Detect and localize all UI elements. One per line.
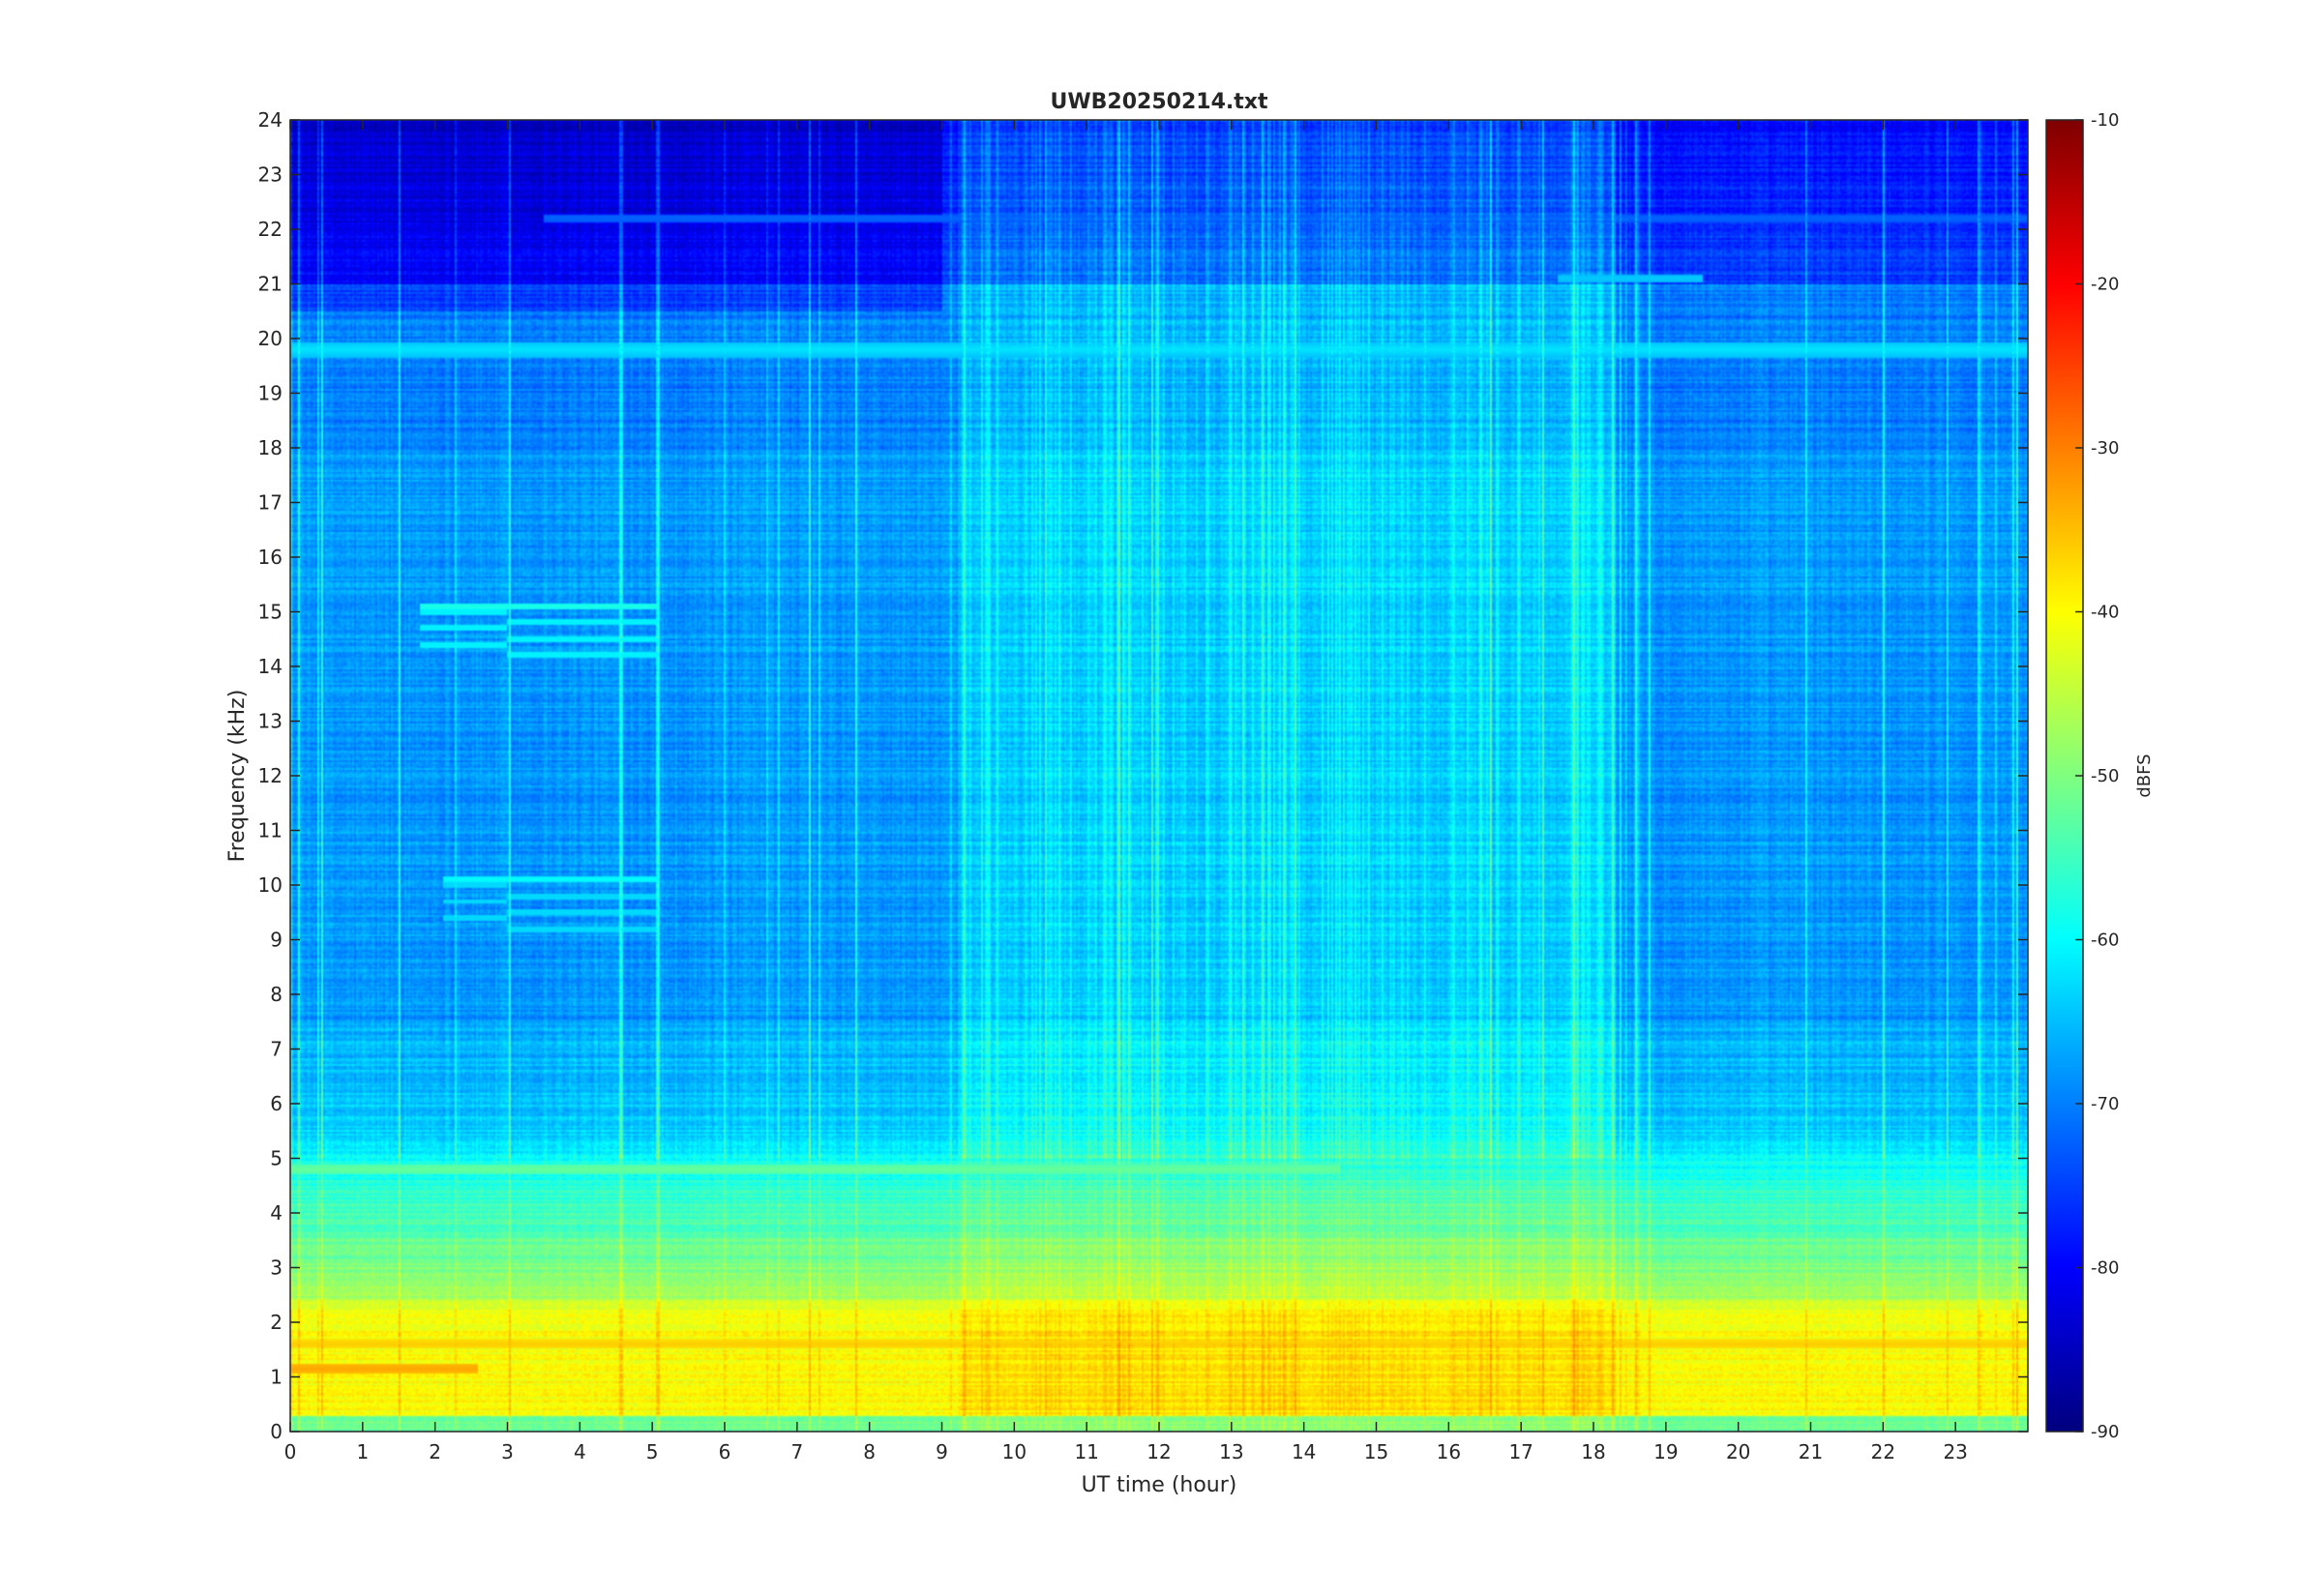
colorbar-tick-label: -70: [2091, 1094, 2119, 1114]
y-tick-label: 11: [258, 819, 283, 842]
y-tick-label: 10: [258, 873, 283, 897]
colorbar-tick-label: -90: [2091, 1422, 2119, 1442]
y-tick-label: 15: [258, 601, 283, 624]
y-tick-label: 22: [258, 218, 283, 241]
x-tick-label: 16: [1437, 1440, 1461, 1463]
x-axis-ticks: 0 1 2 3 4 5 6 7 8 9 10 11 12 13 14 15 16 17 18 19 20 21 22 23: [284, 120, 1968, 1463]
x-tick-label: 4: [574, 1440, 586, 1463]
y-tick-label: 13: [258, 710, 283, 733]
y-tick-label: 9: [270, 929, 283, 952]
y-tick-label: 0: [270, 1420, 283, 1443]
x-tick-label: 8: [863, 1440, 876, 1463]
x-tick-label: 7: [790, 1440, 803, 1463]
plot-frame: [289, 119, 2029, 1433]
x-tick-label: 22: [1871, 1440, 1895, 1463]
x-tick-label: 5: [646, 1440, 659, 1463]
x-tick-label: 10: [1002, 1440, 1027, 1463]
x-tick-label: 23: [1943, 1440, 1967, 1463]
y-tick-label: 3: [270, 1256, 283, 1280]
x-tick-label: 13: [1219, 1440, 1243, 1463]
y-tick-label: 16: [258, 546, 283, 569]
y-tick-label: 24: [258, 108, 283, 132]
x-tick-label: 11: [1074, 1440, 1098, 1463]
colorbar-tick-label: -30: [2091, 438, 2119, 458]
y-tick-label: 7: [270, 1038, 283, 1061]
colorbar-tick-label: -50: [2091, 766, 2119, 786]
colorbar-tick-label: -40: [2091, 603, 2119, 623]
chart-title: UWB20250214.txt: [1051, 90, 1268, 114]
x-tick-label: 0: [284, 1440, 297, 1463]
colorbar-tick-label: -20: [2091, 275, 2119, 295]
x-axis-label: UT time (hour): [1082, 1473, 1237, 1497]
y-tick-label: 18: [258, 436, 283, 459]
colorbar-tick-label: -10: [2091, 110, 2119, 131]
x-tick-label: 21: [1799, 1440, 1823, 1463]
colorbar-ticks: -10 -20 -30 -40 -50 -60 -70 -80 -90: [2075, 110, 2119, 1442]
colorbar-tick-label: -60: [2091, 931, 2119, 951]
y-tick-label: 4: [270, 1201, 283, 1225]
y-tick-label: 20: [258, 327, 283, 350]
spectrogram-image: [290, 120, 2028, 1432]
colorbar-label: dBFS: [2134, 754, 2155, 797]
y-tick-label: 1: [270, 1366, 283, 1389]
x-tick-label: 14: [1292, 1440, 1316, 1463]
x-tick-label: 17: [1508, 1440, 1533, 1463]
x-tick-label: 18: [1581, 1440, 1605, 1463]
x-tick-label: 20: [1726, 1440, 1750, 1463]
y-tick-label: 5: [270, 1147, 283, 1170]
x-tick-label: 6: [719, 1440, 731, 1463]
y-tick-label: 14: [258, 655, 283, 678]
y-tick-label: 6: [270, 1092, 283, 1115]
y-tick-label: 2: [270, 1311, 283, 1334]
x-tick-label: 12: [1146, 1440, 1171, 1463]
x-tick-label: 2: [429, 1440, 441, 1463]
x-tick-label: 15: [1364, 1440, 1388, 1463]
y-axis-label: Frequency (kHz): [225, 690, 250, 863]
x-tick-label: 1: [356, 1440, 369, 1463]
y-tick-label: 12: [258, 764, 283, 787]
y-tick-label: 21: [258, 273, 283, 296]
colorbar-tick-label: -80: [2091, 1258, 2119, 1279]
y-tick-label: 19: [258, 382, 283, 405]
x-tick-label: 19: [1653, 1440, 1678, 1463]
y-tick-label: 23: [258, 163, 283, 187]
y-tick-label: 8: [270, 983, 283, 1006]
y-tick-label: 17: [258, 491, 283, 515]
x-tick-label: 9: [936, 1440, 948, 1463]
x-tick-label: 3: [501, 1440, 514, 1463]
